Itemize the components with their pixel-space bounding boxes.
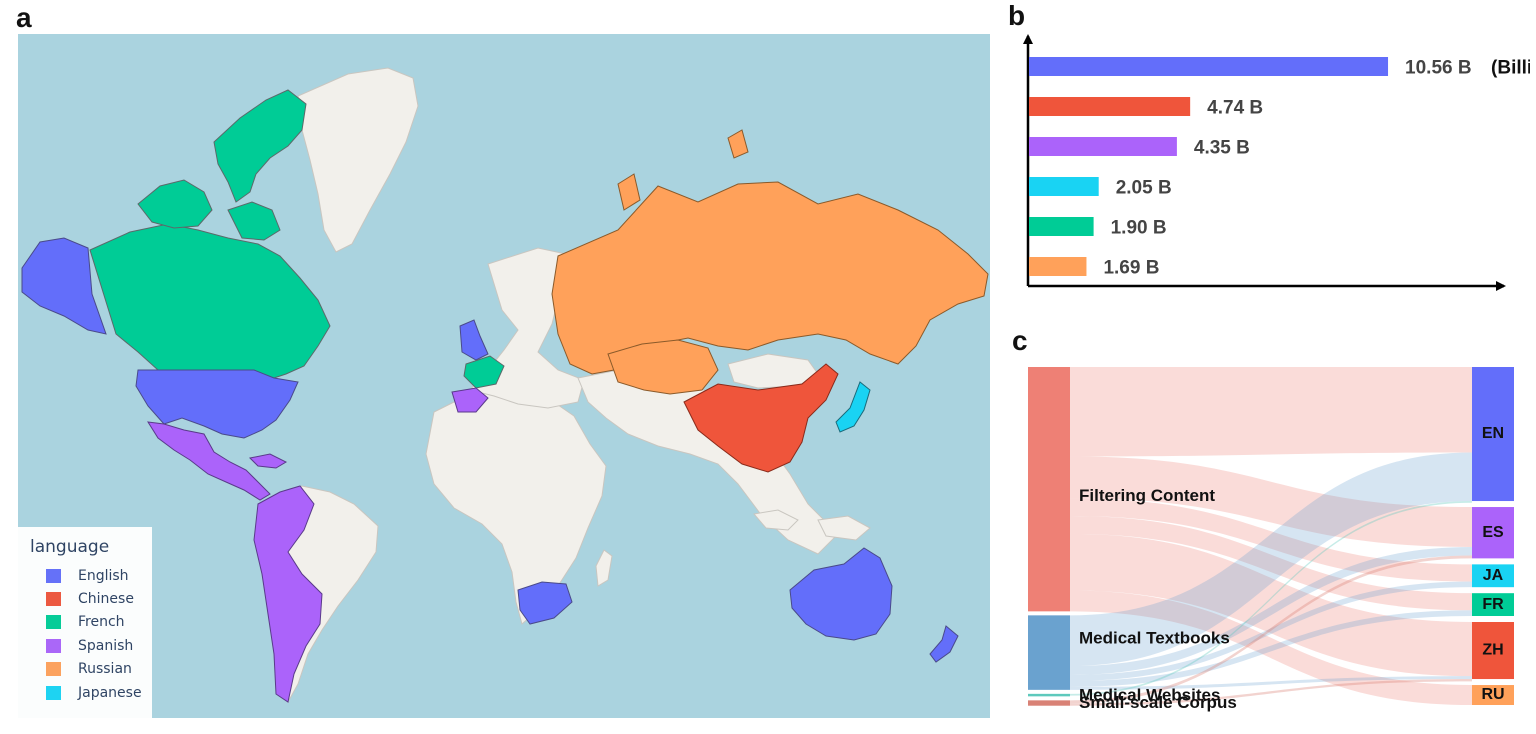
legend-swatch-chinese	[46, 592, 61, 606]
sankey-target-label-es: ES	[1482, 524, 1504, 541]
sankey-link-filtering-content-to-zh	[1070, 533, 1472, 677]
sankey-target-label-zh: ZH	[1482, 642, 1503, 659]
legend-label-japanese: Japanese	[78, 685, 142, 701]
china	[683, 363, 839, 473]
sankey-link-filtering-content-to-en	[1070, 367, 1472, 457]
legend-swatch-spanish	[46, 639, 61, 653]
sankey-target-node-ja	[1472, 564, 1514, 588]
bar-english	[1029, 57, 1389, 76]
sankey-source-label-medical-websites: Medical Websites	[1079, 685, 1220, 704]
mexico-central-america	[147, 421, 271, 501]
spain	[451, 387, 489, 413]
sankey-target-node-zh	[1472, 622, 1514, 680]
legend-title: language	[30, 537, 110, 557]
sankey-link-medical-textbooks-to-fr	[1070, 610, 1472, 687]
sankey-link-filtering-content-to-fr	[1070, 515, 1472, 611]
caribbean	[248, 453, 288, 469]
bar-value-label-japanese: 2.05 B	[1116, 178, 1172, 199]
bar-chinese	[1029, 97, 1191, 116]
sankey-target-label-en: EN	[1482, 425, 1504, 442]
data-source-sankey-panel: Filtering Content Medical Textbooks Medica…	[1010, 355, 1530, 715]
legend-swatch-japanese	[46, 686, 61, 700]
legend-item-russian: Russian	[46, 660, 132, 678]
panel-letter-a: a	[16, 2, 32, 33]
legend-label-spanish: Spanish	[78, 638, 134, 654]
bar-value-label-chinese: 4.74 B	[1207, 98, 1263, 119]
madagascar	[595, 549, 613, 587]
sankey-source-node-filtering-content	[1028, 367, 1070, 612]
sankey-link-small-scale-corpus-to-es	[1070, 555, 1472, 704]
new-zealand	[929, 625, 959, 663]
legend-item-spanish: Spanish	[46, 637, 133, 655]
legend-label-russian: Russian	[78, 661, 132, 677]
canada-islands	[213, 89, 307, 203]
japan	[835, 381, 871, 433]
sankey-source-node-small-scale-corpus	[1028, 700, 1070, 706]
sankey-target-label-fr: FR	[1482, 596, 1504, 613]
sankey-source-node-medical-textbooks	[1028, 615, 1070, 690]
france	[463, 355, 505, 389]
data-source-sankey: Filtering Content Medical Textbooks Medica…	[1028, 367, 1514, 712]
bar-value-label-english: 10.56 B	[1405, 58, 1472, 79]
token-count-bar-chart-panel: 10.56 B (Billion) 4.74 B 4.35 B 2.05 B 1.90 B…	[1010, 30, 1536, 300]
sankey-link-medical-websites-to-en	[1070, 501, 1472, 696]
australia	[789, 547, 893, 641]
bar-value-label-spanish: 4.35 B	[1194, 138, 1250, 159]
sankey-source-label-small-scale-corpus: Small-scale Corpus	[1079, 693, 1237, 712]
sankey-target-node-en	[1472, 367, 1514, 502]
central-asia	[607, 339, 719, 395]
legend-item-french: French	[46, 613, 125, 631]
sankey-target-label-ja: JA	[1483, 567, 1504, 584]
sankey-source-node-medical-websites	[1028, 693, 1070, 697]
sankey-target-node-es	[1472, 507, 1514, 559]
sankey-target-label-ru: RU	[1481, 686, 1504, 703]
russia-islands	[617, 129, 749, 211]
legend-label-french: French	[78, 614, 125, 630]
legend-swatch-english	[46, 569, 61, 583]
bar-french	[1029, 217, 1094, 236]
world-map	[18, 34, 990, 718]
sankey-link-medical-textbooks-to-zh	[1070, 676, 1472, 690]
legend-item-japanese: Japanese	[46, 684, 142, 702]
bar-value-label-french: 1.90 B	[1111, 218, 1167, 239]
sankey-link-filtering-content-to-ru	[1070, 590, 1472, 705]
usa	[135, 369, 299, 439]
sankey-link-medical-textbooks-to-en	[1070, 452, 1472, 667]
sankey-target-node-fr	[1472, 593, 1514, 616]
greenland	[297, 67, 419, 253]
canada-islands-mid	[227, 201, 281, 241]
canada-islands-west	[137, 179, 213, 229]
legend-swatch-french	[46, 615, 61, 629]
sankey-target-node-ru	[1472, 685, 1514, 705]
panel-letter-b: b	[1008, 0, 1026, 31]
legend-swatch-russian	[46, 662, 61, 676]
south-africa	[517, 581, 573, 625]
legend-label-chinese: Chinese	[78, 591, 134, 607]
bar-japanese	[1029, 177, 1099, 196]
bar-russian	[1029, 257, 1087, 276]
sankey-links	[1070, 367, 1472, 706]
bar-spanish	[1029, 137, 1177, 156]
panel-letter-c: c	[1012, 325, 1028, 356]
bar-value-label-russian: 1.69 B	[1103, 258, 1159, 279]
sankey-source-label-filtering-content: Filtering Content	[1079, 486, 1215, 505]
alaska	[21, 237, 107, 335]
world-map-panel: language English Chinese French Spanish …	[18, 34, 990, 718]
legend-label-english: English	[78, 568, 129, 584]
legend-item-english: English	[46, 567, 129, 585]
legend-item-chinese: Chinese	[46, 590, 134, 608]
bar-unit-label: (Billion)	[1491, 58, 1530, 79]
sankey-source-label-medical-textbooks: Medical Textbooks	[1079, 629, 1230, 648]
sankey-link-small-scale-corpus-to-zh	[1070, 679, 1472, 706]
south-america-spanish	[253, 485, 323, 703]
se-asia-islands	[753, 509, 871, 541]
sankey-link-medical-textbooks-to-es	[1070, 546, 1472, 675]
token-count-bar-chart: 10.56 B (Billion) 4.74 B 4.35 B 2.05 B 1.90 B…	[1023, 34, 1536, 291]
sankey-link-filtering-content-to-ja	[1070, 498, 1472, 582]
map-legend: language English Chinese French Spanish …	[18, 527, 152, 718]
uk	[459, 319, 489, 361]
sankey-link-filtering-content-to-es	[1070, 456, 1472, 547]
sankey-link-medical-textbooks-to-ja	[1070, 581, 1472, 681]
